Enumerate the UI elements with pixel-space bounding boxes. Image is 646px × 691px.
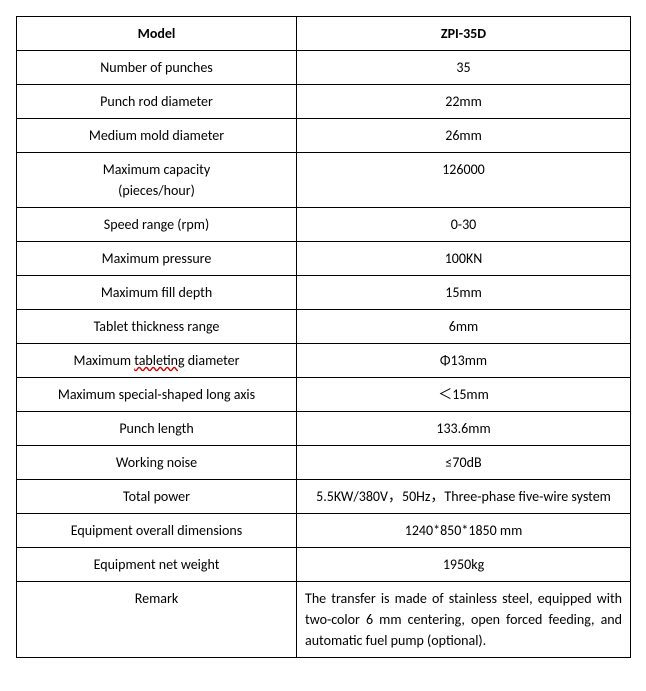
value-cell: 5.5KW/380V，50Hz，Three-phase five-wire sy… — [297, 480, 631, 514]
header-value: ZPI-35D — [297, 17, 631, 51]
value-cell: ＜15mm — [297, 378, 631, 412]
param-cell: Punch rod diameter — [17, 85, 297, 119]
param-cell: Punch length — [17, 412, 297, 446]
value-cell: 15mm — [297, 276, 631, 310]
value-cell: 133.6mm — [297, 412, 631, 446]
param-cell: Total power — [17, 480, 297, 514]
table-row: Maximum fill depth15mm — [17, 276, 631, 310]
param-cell: Equipment overall dimensions — [17, 514, 297, 548]
param-cell: Maximum capacity(pieces/hour) — [17, 153, 297, 208]
spellcheck-underline: tableting — [134, 352, 184, 369]
value-cell: 100KN — [297, 242, 631, 276]
value-cell: The transfer is made of stainless steel,… — [297, 582, 631, 658]
value-cell: 22mm — [297, 85, 631, 119]
header-param: Model — [17, 17, 297, 51]
table-row: Equipment overall dimensions1240*850*185… — [17, 514, 631, 548]
table-row: Medium mold diameter26mm — [17, 119, 631, 153]
spec-table-body: Number of punches35Punch rod diameter22m… — [17, 51, 631, 658]
param-cell: Maximum pressure — [17, 242, 297, 276]
table-row: Maximum pressure100KN — [17, 242, 631, 276]
param-cell: Working noise — [17, 446, 297, 480]
table-row: Maximum tableting diameterΦ13mm — [17, 344, 631, 378]
param-cell: Remark — [17, 582, 297, 658]
value-cell: 1950kg — [297, 548, 631, 582]
param-cell: Speed range (rpm) — [17, 208, 297, 242]
value-cell: 0-30 — [297, 208, 631, 242]
param-cell: Medium mold diameter — [17, 119, 297, 153]
value-cell: 1240*850*1850 mm — [297, 514, 631, 548]
value-cell: 6mm — [297, 310, 631, 344]
value-cell: 35 — [297, 51, 631, 85]
table-row: Punch rod diameter22mm — [17, 85, 631, 119]
param-cell: Maximum tableting diameter — [17, 344, 297, 378]
value-cell: Φ13mm — [297, 344, 631, 378]
table-row: Maximum special-shaped long axis＜15mm — [17, 378, 631, 412]
table-row: Speed range (rpm)0-30 — [17, 208, 631, 242]
table-row: Maximum capacity(pieces/hour)126000 — [17, 153, 631, 208]
table-row: Number of punches35 — [17, 51, 631, 85]
table-row: Equipment net weight1950kg — [17, 548, 631, 582]
table-row: RemarkThe transfer is made of stainless … — [17, 582, 631, 658]
param-cell: Equipment net weight — [17, 548, 297, 582]
value-cell: ≤70dB — [297, 446, 631, 480]
param-cell: Maximum fill depth — [17, 276, 297, 310]
table-row: Punch length133.6mm — [17, 412, 631, 446]
spec-table: Model ZPI-35D Number of punches35Punch r… — [16, 16, 631, 658]
table-row: Tablet thickness range6mm — [17, 310, 631, 344]
param-cell: Tablet thickness range — [17, 310, 297, 344]
value-cell: 126000 — [297, 153, 631, 208]
value-cell: 26mm — [297, 119, 631, 153]
table-row: Total power5.5KW/380V，50Hz，Three-phase f… — [17, 480, 631, 514]
header-row: Model ZPI-35D — [17, 17, 631, 51]
table-row: Working noise≤70dB — [17, 446, 631, 480]
param-cell: Maximum special-shaped long axis — [17, 378, 297, 412]
param-cell: Number of punches — [17, 51, 297, 85]
